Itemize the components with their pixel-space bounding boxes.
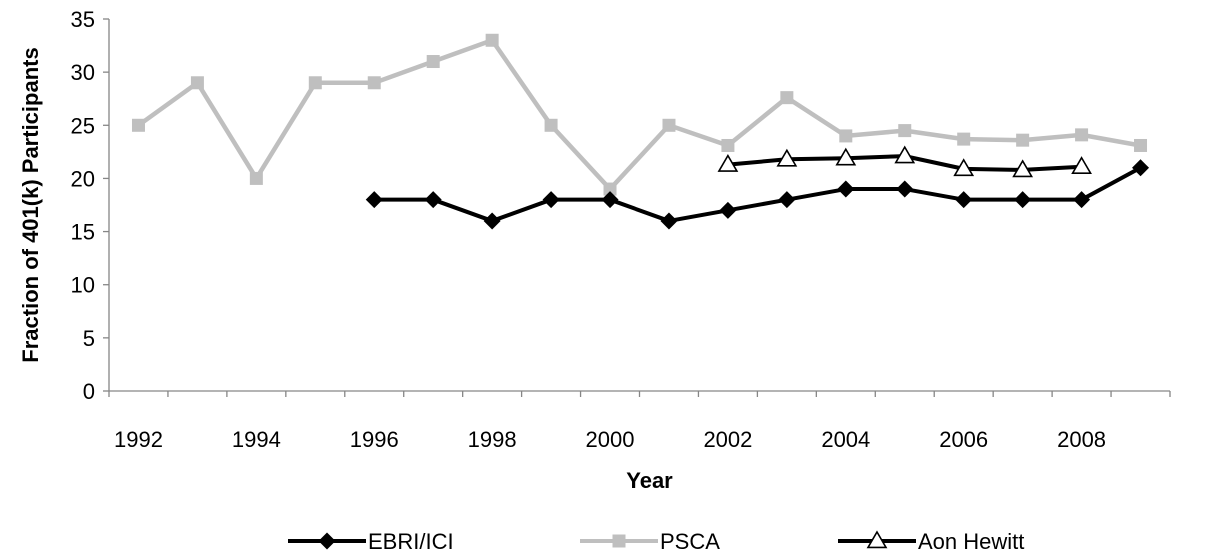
data-point-ebri-ici bbox=[1014, 191, 1032, 209]
data-point-psca bbox=[839, 129, 853, 143]
x-tick-label: 2008 bbox=[1057, 427, 1106, 452]
y-tick-label: 20 bbox=[71, 166, 95, 191]
y-tick-label: 25 bbox=[71, 113, 95, 138]
data-point-aon-hewitt bbox=[776, 148, 798, 167]
data-point-psca bbox=[721, 138, 735, 152]
data-point-psca bbox=[603, 182, 617, 196]
data-point-ebri-ici bbox=[719, 201, 737, 219]
x-tick-label: 2006 bbox=[939, 427, 988, 452]
legend-item-aon-hewitt: Aon Hewitt bbox=[838, 529, 1024, 554]
x-tick-label: 1996 bbox=[350, 427, 399, 452]
data-point-psca bbox=[131, 118, 145, 132]
data-point-aon-hewitt bbox=[1012, 159, 1034, 178]
chart-axes bbox=[108, 19, 1170, 392]
data-point-ebri-ici bbox=[1073, 191, 1091, 209]
legend-marker-psca bbox=[612, 534, 626, 548]
axis-ticks: 0 5 10 15 20 25 30 35 1992 1994 1996 1998 2000 2002 20… bbox=[71, 7, 1171, 452]
data-point-psca bbox=[367, 76, 381, 90]
legend-marker-ebri-ici bbox=[318, 532, 336, 550]
legend-label-aon-hewitt: Aon Hewitt bbox=[918, 529, 1024, 554]
x-tick-label: 1994 bbox=[232, 427, 281, 452]
data-point-psca bbox=[308, 76, 322, 90]
y-tick-label: 0 bbox=[83, 379, 95, 404]
data-point-aon-hewitt bbox=[953, 158, 975, 177]
legend-item-ebri-ici: EBRI/ICI bbox=[288, 529, 454, 554]
data-point-aon-hewitt bbox=[1071, 156, 1092, 175]
y-tick-label: 35 bbox=[71, 7, 95, 32]
x-tick-label: 1992 bbox=[114, 427, 163, 452]
series-aon-hewitt bbox=[717, 145, 1092, 178]
y-tick-label: 10 bbox=[71, 273, 95, 298]
series-psca bbox=[131, 33, 1148, 196]
x-tick-label: 2000 bbox=[586, 427, 635, 452]
x-tick-label: 2002 bbox=[703, 427, 752, 452]
data-point-psca bbox=[190, 76, 204, 90]
x-tick-label: 1998 bbox=[468, 427, 517, 452]
series-line-psca bbox=[137, 38, 1141, 192]
series-layer bbox=[131, 33, 1150, 230]
data-point-ebri-ici bbox=[424, 191, 442, 209]
data-point-aon-hewitt bbox=[894, 145, 916, 164]
legend-label-ebri-ici: EBRI/ICI bbox=[368, 529, 454, 554]
data-point-aon-hewitt bbox=[717, 154, 739, 172]
chart-legend: EBRI/ICI PSCA Aon Hewitt bbox=[288, 529, 1024, 554]
data-point-ebri-ici bbox=[483, 212, 501, 230]
data-point-ebri-ici bbox=[601, 191, 619, 209]
data-point-ebri-ici bbox=[542, 191, 560, 209]
data-point-psca bbox=[544, 118, 558, 132]
data-point-ebri-ici bbox=[660, 212, 678, 230]
data-point-psca bbox=[662, 118, 676, 132]
x-tick-label: 2004 bbox=[821, 427, 870, 452]
data-point-psca bbox=[249, 171, 263, 185]
data-point-ebri-ici bbox=[955, 191, 973, 209]
data-point-psca bbox=[1016, 133, 1030, 147]
y-tick-label: 30 bbox=[71, 60, 95, 85]
legend-label-psca: PSCA bbox=[660, 529, 720, 554]
data-point-psca bbox=[1075, 128, 1089, 142]
data-point-ebri-ici bbox=[778, 191, 796, 209]
data-point-ebri-ici bbox=[837, 180, 855, 198]
data-point-psca bbox=[898, 124, 912, 138]
x-axis-title: Year bbox=[626, 468, 673, 493]
y-tick-label: 15 bbox=[71, 220, 95, 245]
data-point-ebri-ici bbox=[1132, 159, 1150, 177]
data-point-ebri-ici bbox=[896, 180, 914, 198]
data-point-psca bbox=[957, 132, 971, 146]
legend-marker-aon-hewitt bbox=[866, 530, 888, 549]
data-point-psca bbox=[780, 91, 794, 105]
data-point-psca bbox=[426, 55, 440, 69]
series-ebri-ici bbox=[365, 159, 1150, 230]
data-point-psca bbox=[1134, 138, 1148, 152]
legend-item-psca: PSCA bbox=[580, 529, 720, 554]
y-tick-label: 5 bbox=[83, 326, 95, 351]
data-point-ebri-ici bbox=[365, 191, 383, 209]
data-point-psca bbox=[485, 33, 499, 47]
series-line-ebri-ici bbox=[374, 166, 1142, 223]
data-point-aon-hewitt bbox=[835, 147, 857, 166]
y-axis-title: Fraction of 401(k) Participants bbox=[18, 47, 43, 362]
